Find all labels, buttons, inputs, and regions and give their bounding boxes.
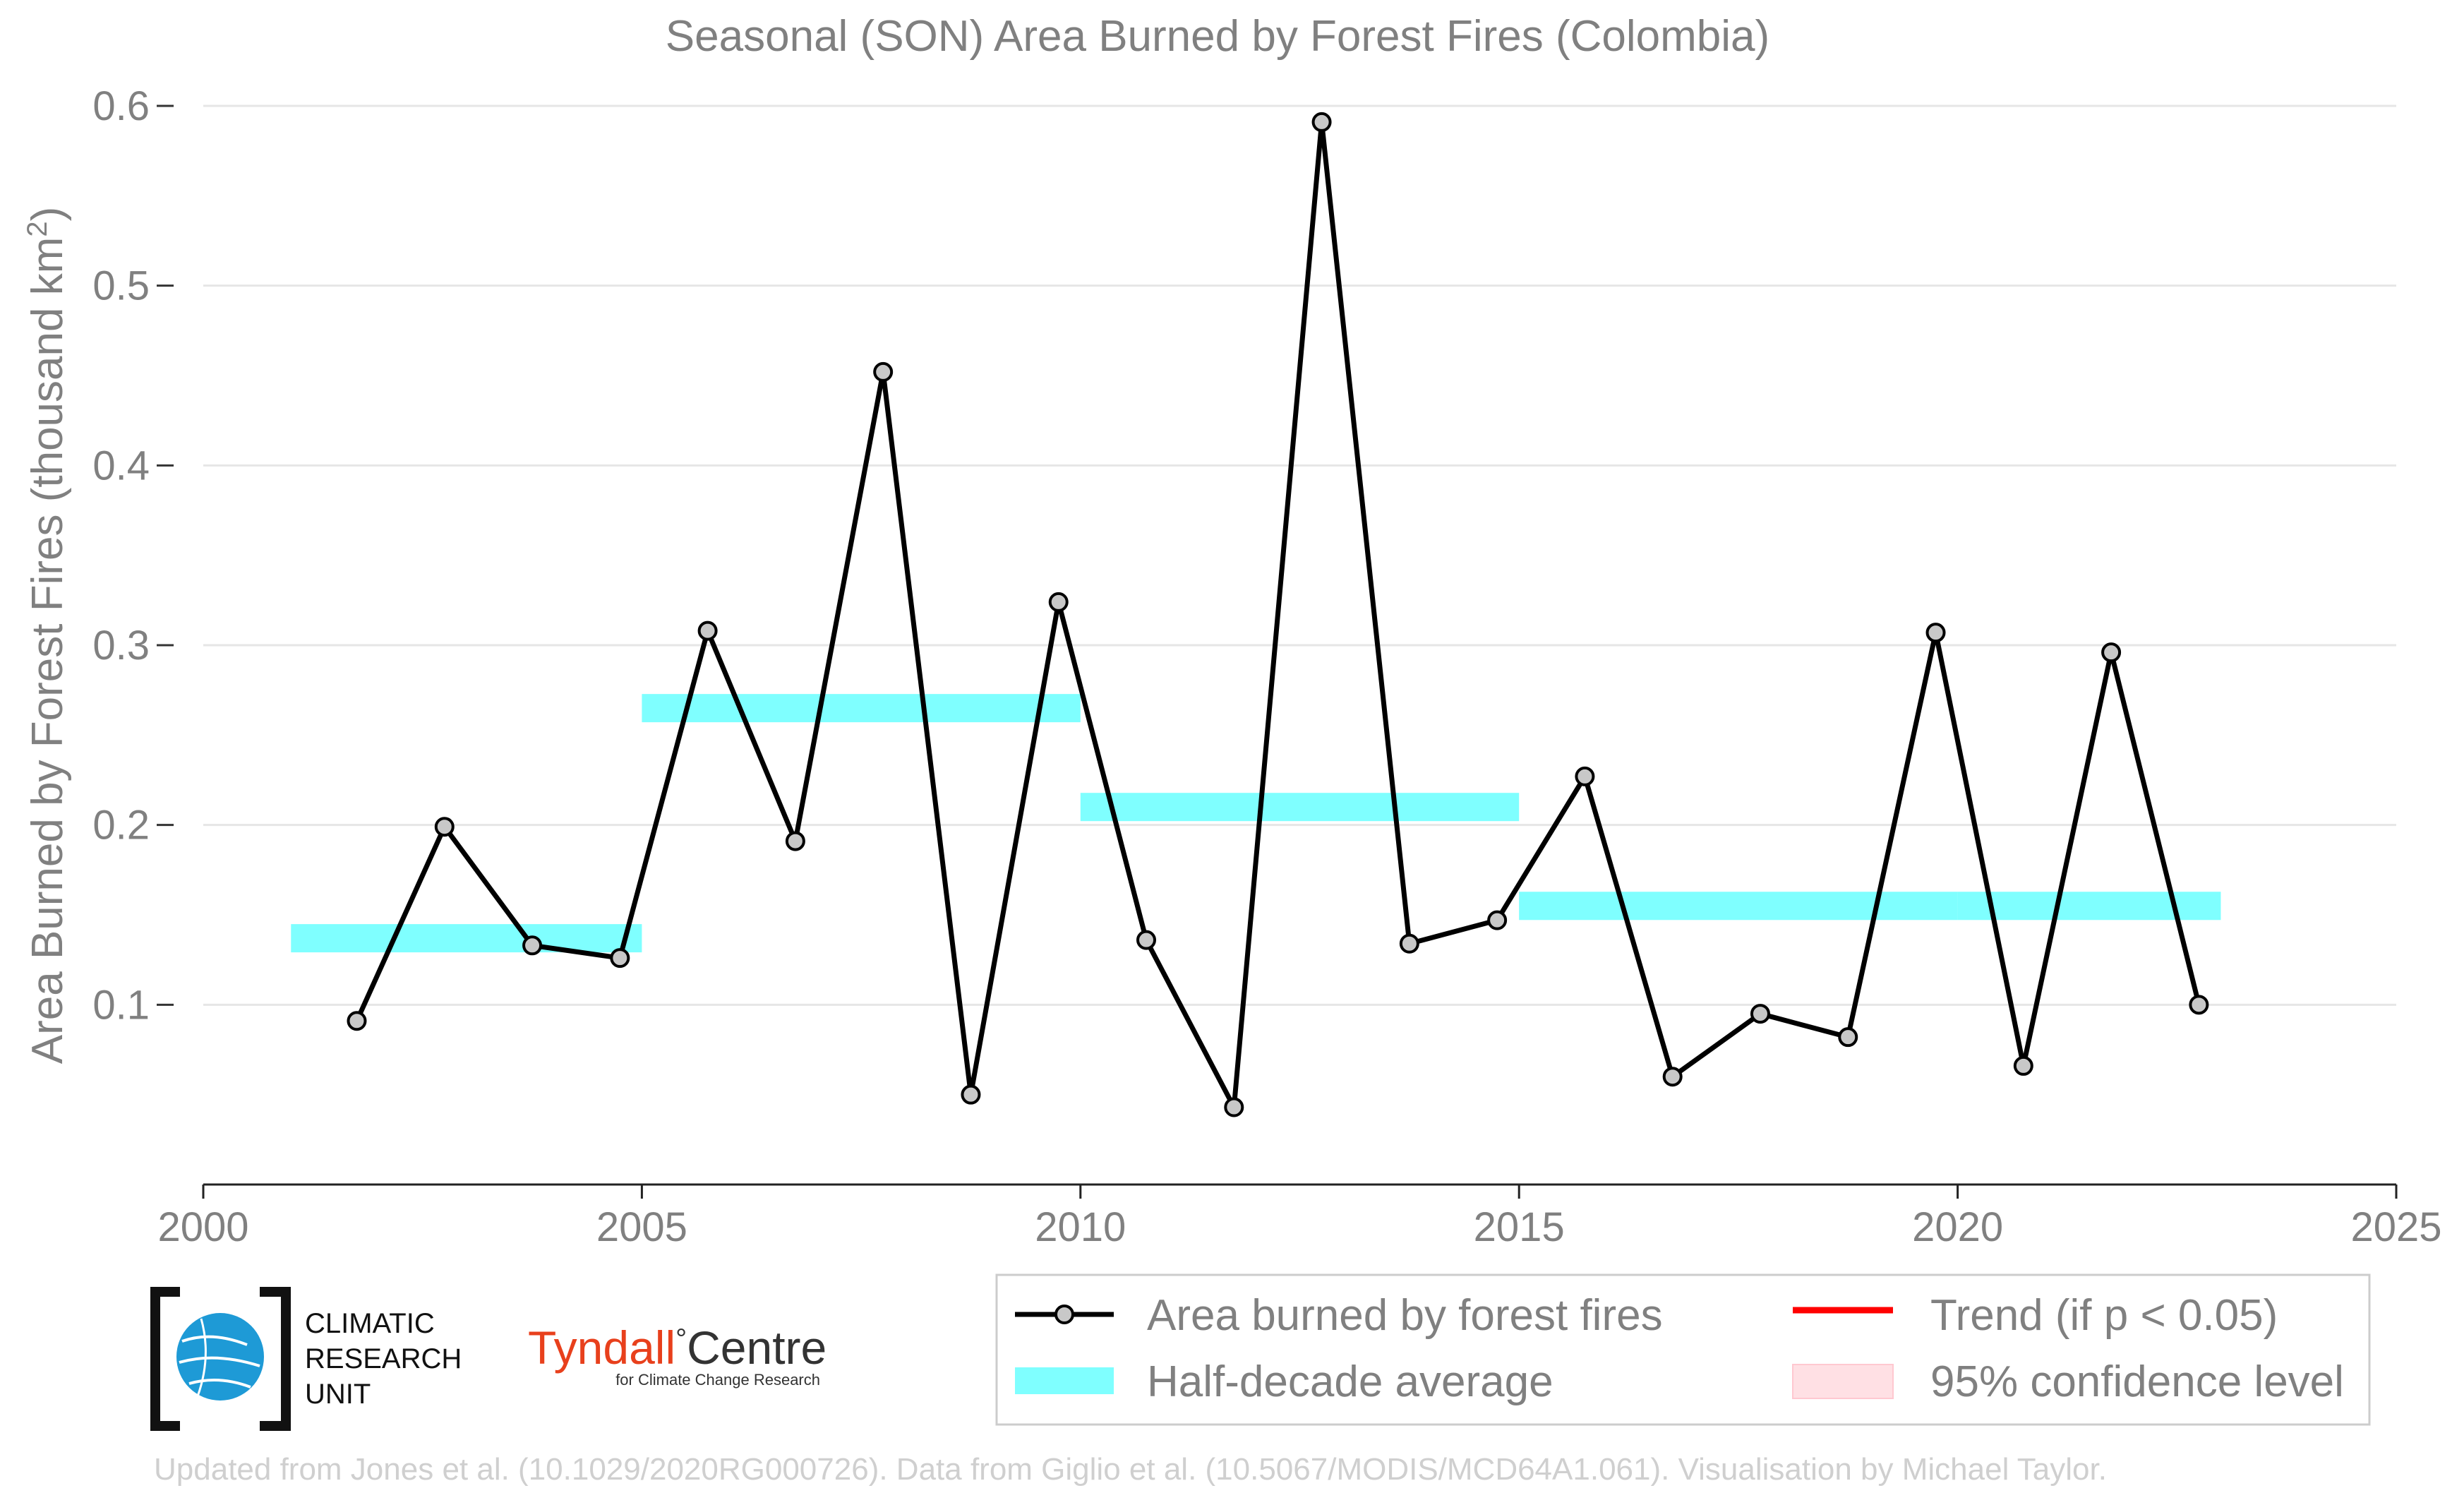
- data-point: [522, 935, 543, 956]
- x-tick-label: 2025: [2350, 1204, 2441, 1250]
- y-tick-label: 0.4: [92, 443, 150, 488]
- legend-label-trend: Trend (if p < 0.05): [1930, 1291, 2278, 1340]
- y-tick-label: 0.2: [92, 803, 150, 849]
- data-point: [697, 620, 718, 641]
- data-point: [1224, 1097, 1244, 1117]
- y-tick-label: 0.3: [92, 623, 150, 668]
- data-point: [873, 361, 894, 382]
- x-tick-label: 2010: [1035, 1204, 1126, 1250]
- data-point: [1487, 910, 1508, 930]
- x-tick-label: 2000: [157, 1204, 248, 1250]
- y-tick-label: 0.5: [92, 263, 150, 309]
- data-point: [1925, 623, 1946, 643]
- y-axis-label-main: Area Burned by Forest Fires (thousand km: [23, 237, 72, 1065]
- tyndall-logo: Tyndall°Centre for Climate Change Resear…: [528, 1321, 827, 1389]
- half-decade-bands: [291, 694, 2221, 953]
- legend-band-swatch: [1015, 1367, 1114, 1394]
- data-point: [1838, 1027, 1858, 1048]
- legend: Area burned by forest fires Half-decade …: [995, 1273, 2371, 1426]
- data-point: [610, 948, 630, 969]
- half-decade-band: [642, 694, 1081, 723]
- footer-credit: Updated from Jones et al. (10.1029/2020R…: [154, 1452, 2107, 1487]
- tyndall-word1: Tyndall: [528, 1321, 675, 1374]
- series-line: [354, 119, 2201, 1110]
- data-point: [1750, 1004, 1770, 1024]
- data-point: [1311, 112, 1332, 132]
- data-point: [961, 1084, 981, 1105]
- legend-marker-swatch: [1054, 1305, 1074, 1324]
- data-point: [2101, 642, 2122, 663]
- legend-label-half-decade: Half-decade average: [1147, 1357, 1553, 1406]
- x-tick-label: 2005: [596, 1204, 687, 1250]
- data-point: [1662, 1067, 1683, 1087]
- cru-text-line3: UNIT: [305, 1379, 371, 1410]
- tyndall-logo-title: Tyndall°Centre: [528, 1321, 827, 1374]
- legend-confidence-swatch: [1792, 1364, 1894, 1399]
- y-axis-label: Area Burned by Forest Fires (thousand km…: [22, 207, 72, 1065]
- data-point: [1136, 930, 1157, 950]
- data-point: [2013, 1055, 2033, 1076]
- data-point: [347, 1011, 367, 1031]
- y-tick-label: 0.1: [92, 982, 150, 1028]
- y-tick-label: 0.6: [92, 83, 150, 129]
- legend-label-area-burned: Area burned by forest fires: [1147, 1291, 1663, 1340]
- cru-logo: CLIMATIC RESEARCH UNIT: [150, 1287, 462, 1431]
- chart-title: Seasonal (SON) Area Burned by Forest Fir…: [666, 12, 1769, 61]
- x-tick-label: 2015: [1474, 1204, 1565, 1250]
- grid-lines: [203, 104, 2396, 1006]
- data-point: [1399, 933, 1419, 954]
- globe-icon: [176, 1313, 264, 1401]
- half-decade-band: [1080, 793, 1520, 822]
- legend-label-confidence: 95% confidence level: [1930, 1357, 2344, 1406]
- legend-box: [995, 1273, 2371, 1426]
- x-tick-label: 2020: [1912, 1204, 2003, 1250]
- data-point: [1575, 766, 1595, 786]
- cru-bracket-left: [150, 1287, 180, 1431]
- tyndall-word2: Centre: [687, 1321, 827, 1374]
- data-point: [785, 831, 805, 851]
- cru-text-line2: RESEARCH: [305, 1343, 462, 1374]
- half-decade-band: [1957, 892, 2221, 921]
- half-decade-band: [291, 924, 642, 953]
- data-point: [2189, 995, 2209, 1015]
- tyndall-degree: °: [675, 1324, 687, 1355]
- cru-bracket-right: [260, 1287, 291, 1431]
- cru-text-line1: CLIMATIC: [305, 1308, 435, 1339]
- x-axis: 2000 2005 2010 2015 2020 2025: [157, 1183, 2442, 1250]
- half-decade-band: [1519, 892, 1958, 921]
- y-axis: 0.1 0.2 0.3 0.4 0.5 0.6: [92, 83, 174, 1028]
- data-point: [1048, 592, 1069, 612]
- series-area-burned: [347, 112, 2209, 1117]
- data-point: [434, 817, 455, 837]
- y-axis-label-sup: 2: [22, 221, 53, 236]
- tyndall-subtitle: for Climate Change Research: [615, 1371, 820, 1389]
- y-axis-label-close: ): [23, 207, 72, 222]
